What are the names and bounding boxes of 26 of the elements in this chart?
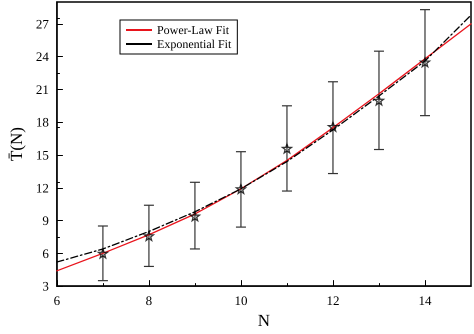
point xyxy=(190,211,200,222)
x-tick-label: 14 xyxy=(418,293,432,308)
point xyxy=(420,56,430,68)
point xyxy=(98,248,108,258)
point xyxy=(282,143,292,154)
y-tick-label: 12 xyxy=(36,180,49,196)
y-tick-label: 6 xyxy=(42,246,50,261)
y-axis-title: T̄(N) xyxy=(7,127,26,162)
y-tick-label: 21 xyxy=(36,82,49,97)
y-tick-label: 3 xyxy=(42,278,49,294)
point xyxy=(328,121,338,132)
x-tick-label: 10 xyxy=(234,293,248,308)
x-tick-label: 8 xyxy=(146,293,152,308)
point xyxy=(374,95,384,106)
legend-label: Exponential Fit xyxy=(157,37,232,51)
x-axis-title: N xyxy=(258,311,270,330)
point xyxy=(144,230,154,241)
legend-label: Power-Law Fit xyxy=(157,23,230,37)
y-tick-label: 18 xyxy=(36,114,49,130)
y-tick-label: 24 xyxy=(36,49,50,64)
y-tick-label: 15 xyxy=(36,147,49,162)
point xyxy=(236,184,246,194)
y-tick-label: 27 xyxy=(36,16,50,32)
x-tick-label: 6 xyxy=(54,293,61,308)
y-tick-label: 9 xyxy=(42,213,49,228)
x-tick-label: 12 xyxy=(326,293,340,308)
